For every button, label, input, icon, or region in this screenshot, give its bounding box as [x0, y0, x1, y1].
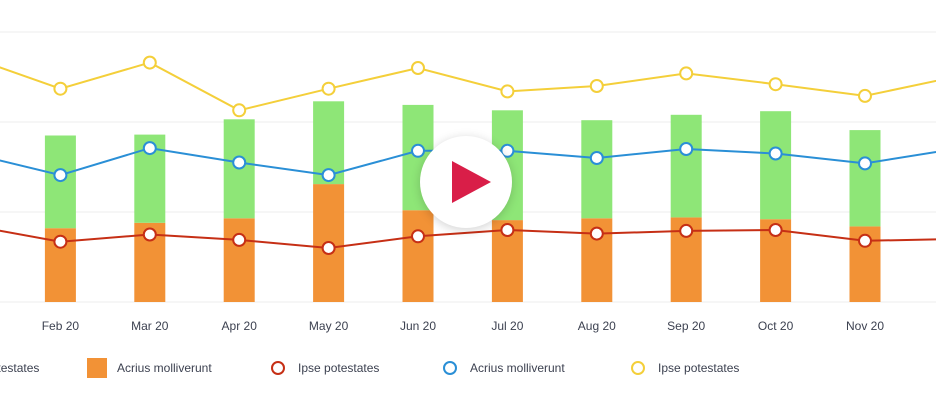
- point-ipse-potestates-0-apr-20[interactable]: [232, 232, 247, 247]
- point-acrius-molliverunt-1-nov-20[interactable]: [858, 156, 872, 171]
- point-ipse-potestates-0-jul-20[interactable]: [500, 223, 515, 237]
- point-acrius-molliverunt-1-mar-20[interactable]: [142, 141, 157, 156]
- point-acrius-molliverunt-1-sep-20[interactable]: [679, 142, 694, 156]
- point-ipse-potestates-0-aug-20[interactable]: [589, 226, 604, 241]
- x-tick-sep-20: Sep 20: [667, 319, 705, 333]
- point-acrius-molliverunt-1-feb-20[interactable]: [53, 168, 68, 183]
- line-ipse-potestates-0: [0, 228, 936, 250]
- x-tick-jun-20: Jun 20: [400, 319, 436, 333]
- x-tick-may-20: May 20: [309, 319, 349, 333]
- x-tick-nov-20: Nov 20: [846, 319, 884, 333]
- point-acrius-molliverunt-1-apr-20[interactable]: [232, 155, 247, 170]
- bar-ipse-potestates-oct-20[interactable]: [760, 111, 792, 220]
- bar-ipse-potestates-nov-20[interactable]: [849, 130, 881, 227]
- play-button[interactable]: [420, 136, 512, 228]
- point-ipse-potestates-0-oct-20[interactable]: [768, 223, 783, 237]
- point-ipse-potestates-2-jun-20[interactable]: [411, 61, 425, 75]
- point-ipse-potestates-0-jun-20[interactable]: [411, 229, 425, 244]
- point-ipse-potestates-2-sep-20[interactable]: [679, 66, 694, 81]
- point-acrius-molliverunt-1-jul-20[interactable]: [500, 143, 515, 158]
- legend-label: Ipse potestates: [298, 361, 379, 375]
- legend-item-ipse-potestates-4[interactable]: Ipse potestates: [631, 361, 739, 375]
- point-ipse-potestates-0-nov-20[interactable]: [858, 233, 872, 248]
- legend-marker: [271, 361, 285, 375]
- legend-label: Ipse potestates: [0, 361, 39, 375]
- bar-ipse-potestates-sep-20[interactable]: [670, 114, 702, 218]
- line-ipse-potestates-2: [0, 61, 936, 112]
- legend: Ipse potestates Acrius molliverunt Ipse po…: [0, 358, 739, 378]
- legend-label: Acrius molliverunt: [117, 361, 212, 375]
- x-tick-mar-20: Mar 20: [131, 319, 169, 333]
- point-ipse-potestates-2-aug-20[interactable]: [589, 79, 604, 93]
- legend-marker: [443, 361, 457, 375]
- legend-item-acrius-molliverunt-1[interactable]: Acrius molliverunt: [87, 358, 212, 378]
- point-ipse-potestates-2-apr-20[interactable]: [232, 103, 247, 118]
- point-ipse-potestates-2-may-20[interactable]: [321, 81, 336, 96]
- point-acrius-molliverunt-1-jun-20[interactable]: [411, 143, 425, 158]
- point-acrius-molliverunt-1-oct-20[interactable]: [768, 146, 783, 161]
- x-tick-jul-20: Jul 20: [491, 319, 523, 333]
- bar-acrius-molliverunt-jun-20[interactable]: [402, 210, 434, 302]
- bar-acrius-molliverunt-apr-20[interactable]: [223, 218, 255, 302]
- x-tick-feb-20: Feb 20: [42, 319, 80, 333]
- legend-item-ipse-potestates-2[interactable]: Ipse potestates: [271, 361, 379, 375]
- point-acrius-molliverunt-1-may-20[interactable]: [321, 168, 336, 183]
- legend-item-acrius-molliverunt-3[interactable]: Acrius molliverunt: [443, 361, 565, 375]
- legend-item-ipse-potestates-0[interactable]: Ipse potestates: [0, 358, 39, 378]
- legend-label: Acrius molliverunt: [470, 361, 565, 375]
- point-ipse-potestates-2-mar-20[interactable]: [142, 55, 157, 70]
- point-ipse-potestates-2-feb-20[interactable]: [53, 81, 68, 96]
- x-tick-apr-20: Apr 20: [222, 319, 258, 333]
- point-ipse-potestates-0-mar-20[interactable]: [142, 227, 157, 242]
- point-ipse-potestates-0-may-20[interactable]: [321, 241, 336, 255]
- x-tick-oct-20: Oct 20: [758, 319, 794, 333]
- play-icon: [452, 161, 491, 203]
- point-ipse-potestates-2-oct-20[interactable]: [768, 77, 783, 92]
- legend-marker: [631, 361, 645, 375]
- legend-label: Ipse potestates: [658, 361, 739, 375]
- bar-ipse-potestates-aug-20[interactable]: [581, 120, 613, 219]
- point-acrius-molliverunt-1-aug-20[interactable]: [589, 151, 604, 165]
- legend-swatch: [87, 358, 107, 378]
- point-ipse-potestates-0-feb-20[interactable]: [53, 234, 68, 249]
- point-ipse-potestates-2-nov-20[interactable]: [858, 88, 872, 103]
- point-ipse-potestates-2-jul-20[interactable]: [500, 84, 515, 99]
- x-tick-aug-20: Aug 20: [578, 319, 616, 333]
- point-ipse-potestates-0-sep-20[interactable]: [679, 223, 694, 238]
